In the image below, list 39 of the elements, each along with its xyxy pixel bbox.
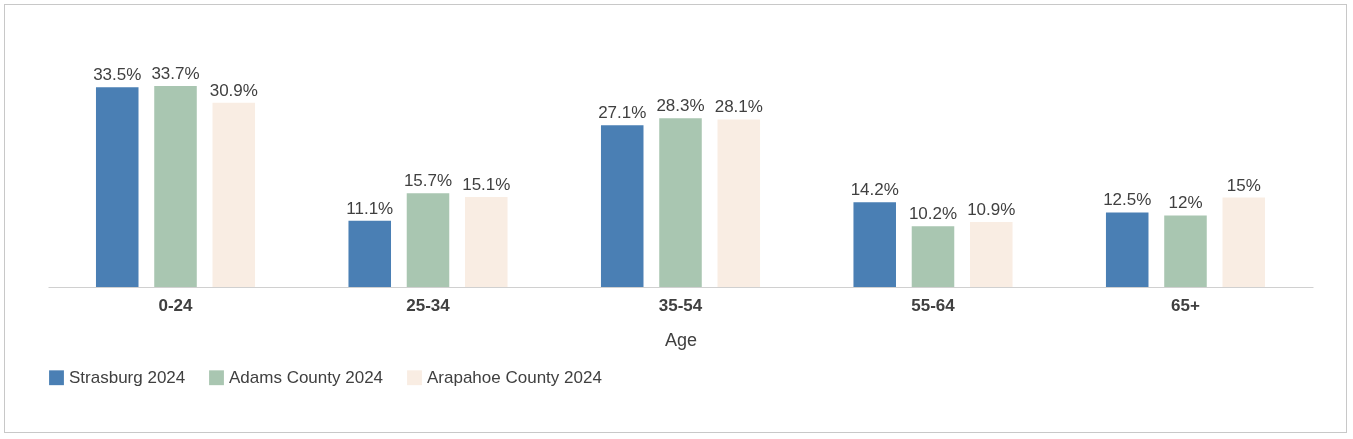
data-label: 33.5% <box>93 65 142 85</box>
data-label: 28.3% <box>656 96 705 116</box>
data-label: 10.2% <box>908 204 958 224</box>
bar <box>600 125 644 287</box>
data-label: 30.9% <box>209 80 258 100</box>
legend-label: Strasburg 2024 <box>69 367 186 387</box>
x-axis-title: Age <box>664 329 698 350</box>
data-label: 11.1% <box>346 198 394 218</box>
data-label: 27.1% <box>598 103 647 123</box>
x-tick-label: 55-64 <box>911 295 956 315</box>
bar <box>1105 212 1149 287</box>
bar <box>1222 197 1266 287</box>
bar <box>717 119 761 287</box>
data-label: 14.2% <box>850 180 899 200</box>
bar <box>970 221 1013 287</box>
data-label: 12% <box>1168 193 1203 213</box>
legend-label: Adams County 2024 <box>229 367 384 387</box>
bar <box>1164 215 1207 287</box>
x-tick-label: 65+ <box>1171 295 1200 315</box>
bar <box>348 220 391 287</box>
bar <box>212 102 256 287</box>
bar <box>659 118 702 287</box>
bar <box>95 87 139 287</box>
x-tick-label: 25-34 <box>406 295 451 315</box>
data-label: 28.1% <box>714 97 763 117</box>
bar <box>911 226 955 287</box>
bar <box>154 86 197 287</box>
x-tick-label: 35-54 <box>658 295 703 315</box>
legend-label: Arapahoe County 2024 <box>427 367 602 387</box>
data-label: 15% <box>1226 175 1261 195</box>
bar <box>465 196 508 287</box>
data-label: 12.5% <box>1103 190 1152 210</box>
data-label: 10.9% <box>967 199 1016 219</box>
bar <box>406 193 450 287</box>
data-label: 15.7% <box>403 171 453 191</box>
data-label: 33.7% <box>151 64 200 83</box>
x-tick-label: 0-24 <box>158 295 194 315</box>
bar <box>853 202 896 287</box>
data-label: 15.1% <box>462 174 511 194</box>
